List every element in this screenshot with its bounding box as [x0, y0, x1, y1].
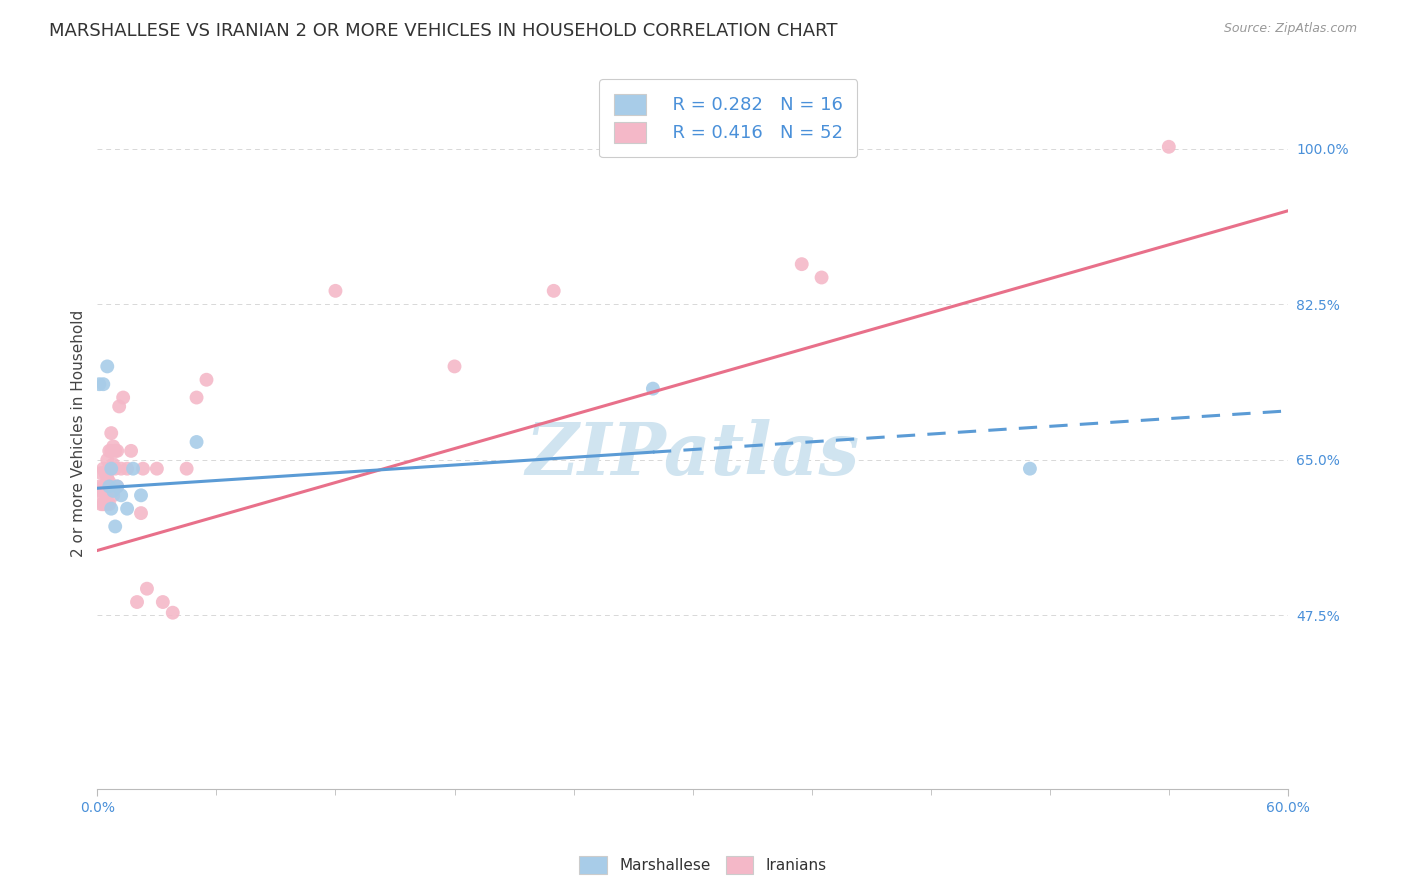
Point	[103, 483, 125, 498]
Point	[103, 439, 125, 453]
Point	[105, 443, 128, 458]
Legend:   R = 0.282   N = 16,   R = 0.416   N = 52: R = 0.282 N = 16, R = 0.416 N = 52	[599, 79, 858, 157]
Point	[90, 497, 112, 511]
Point	[96, 452, 118, 467]
Point	[96, 479, 118, 493]
Legend: Marshallese, Iranians: Marshallese, Iranians	[574, 850, 832, 880]
Point	[94, 466, 117, 480]
Point	[91, 461, 114, 475]
Point	[115, 501, 138, 516]
Point	[98, 479, 121, 493]
Point	[120, 443, 142, 458]
Point	[641, 382, 664, 396]
Point	[129, 488, 152, 502]
Point	[98, 461, 121, 475]
Text: Source: ZipAtlas.com: Source: ZipAtlas.com	[1223, 22, 1357, 36]
Point	[98, 475, 121, 489]
Point	[100, 426, 122, 441]
Point	[110, 461, 132, 475]
Point	[100, 461, 122, 475]
Point	[91, 479, 114, 493]
Point	[146, 461, 169, 475]
Point	[94, 483, 117, 498]
Point	[90, 466, 112, 480]
Point	[108, 400, 131, 414]
Point	[162, 606, 184, 620]
Point	[186, 391, 208, 405]
Point	[105, 479, 128, 493]
Point	[94, 497, 117, 511]
Point	[105, 479, 128, 493]
Point	[98, 497, 121, 511]
Point	[89, 479, 111, 493]
Point	[100, 443, 122, 458]
Point	[112, 391, 135, 405]
Point	[89, 377, 111, 392]
Text: ZIPatlas: ZIPatlas	[526, 419, 859, 490]
Point	[122, 461, 145, 475]
Point	[195, 373, 218, 387]
Point	[1019, 461, 1042, 475]
Point	[100, 501, 122, 516]
Point	[100, 461, 122, 475]
Point	[96, 359, 118, 374]
Point	[152, 595, 174, 609]
Point	[104, 443, 127, 458]
Text: MARSHALLESE VS IRANIAN 2 OR MORE VEHICLES IN HOUSEHOLD CORRELATION CHART: MARSHALLESE VS IRANIAN 2 OR MORE VEHICLE…	[49, 22, 838, 40]
Point	[98, 443, 121, 458]
Point	[103, 488, 125, 502]
Y-axis label: 2 or more Vehicles in Household: 2 or more Vehicles in Household	[72, 310, 86, 557]
Point	[132, 461, 155, 475]
Point	[443, 359, 465, 374]
Point	[129, 506, 152, 520]
Point	[136, 582, 159, 596]
Point	[104, 461, 127, 475]
Point	[125, 595, 148, 609]
Point	[96, 488, 118, 502]
Point	[790, 257, 813, 271]
Point	[96, 470, 118, 484]
Point	[176, 461, 198, 475]
Point	[110, 488, 132, 502]
Point	[115, 461, 138, 475]
Point	[91, 377, 114, 392]
Point	[543, 284, 565, 298]
Point	[100, 479, 122, 493]
Point	[103, 457, 125, 471]
Point	[96, 497, 118, 511]
Point	[325, 284, 347, 298]
Point	[90, 483, 112, 498]
Point	[104, 519, 127, 533]
Point	[186, 435, 208, 450]
Point	[91, 497, 114, 511]
Point	[1157, 140, 1180, 154]
Point	[810, 270, 832, 285]
Point	[91, 488, 114, 502]
